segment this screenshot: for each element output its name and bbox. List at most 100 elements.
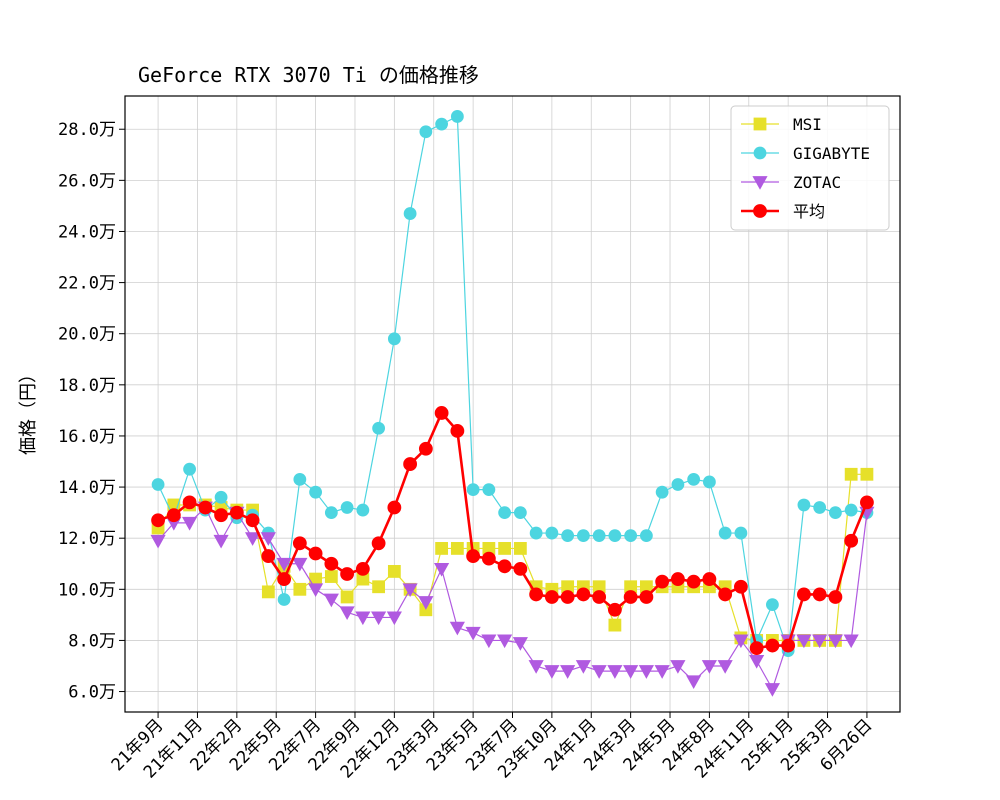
- y-tick-label: 24.0万: [58, 222, 116, 242]
- data-point: [261, 585, 275, 599]
- data-point: [529, 526, 543, 540]
- data-point: [827, 634, 843, 649]
- data-point: [434, 562, 450, 577]
- data-point: [340, 501, 354, 514]
- data-point: [449, 621, 465, 636]
- data-point: [340, 567, 355, 581]
- data-point: [749, 641, 764, 655]
- data-point: [372, 421, 386, 435]
- data-point: [701, 660, 717, 674]
- data-point: [860, 467, 874, 481]
- data-point: [687, 473, 701, 486]
- data-point: [796, 634, 812, 649]
- y-tick-label: 18.0万: [58, 376, 116, 396]
- data-point: [292, 536, 307, 551]
- data-point: [386, 611, 402, 626]
- data-point: [733, 634, 749, 649]
- data-point: [465, 626, 481, 641]
- data-point: [277, 593, 291, 606]
- data-point: [686, 574, 701, 589]
- y-tick-label: 28.0万: [58, 120, 116, 140]
- data-point: [435, 542, 449, 555]
- data-point: [245, 532, 261, 546]
- data-point: [844, 533, 859, 548]
- data-point: [418, 441, 433, 456]
- data-point: [764, 683, 780, 697]
- data-point: [293, 473, 307, 486]
- data-point: [403, 207, 417, 220]
- data-point: [592, 590, 607, 604]
- data-point: [418, 596, 434, 610]
- data-point: [655, 485, 669, 499]
- data-point: [435, 117, 449, 131]
- y-tick-label: 14.0万: [58, 478, 116, 498]
- data-point: [512, 637, 528, 651]
- y-tick-label: 16.0万: [58, 427, 116, 447]
- data-point: [214, 490, 228, 504]
- data-point: [576, 587, 591, 602]
- data-point: [591, 665, 607, 679]
- data-point: [844, 467, 858, 481]
- legend-label: ZOTAC: [793, 173, 841, 192]
- data-point: [654, 665, 670, 679]
- data-point: [734, 579, 748, 594]
- data-point: [749, 654, 765, 669]
- data-point: [718, 526, 732, 540]
- data-point: [623, 590, 638, 604]
- data-point: [402, 583, 418, 598]
- data-point: [450, 542, 464, 555]
- data-point: [766, 598, 779, 612]
- data-point: [497, 559, 512, 574]
- data-point: [324, 570, 338, 583]
- data-point: [671, 478, 685, 491]
- data-point: [308, 546, 323, 561]
- data-point: [308, 583, 324, 598]
- data-point: [639, 529, 653, 543]
- data-point: [371, 536, 386, 551]
- legend-box: [730, 105, 890, 231]
- data-point: [166, 508, 181, 523]
- data-point: [781, 638, 796, 653]
- data-point: [829, 506, 842, 520]
- data-point: [466, 549, 481, 563]
- legend-marker: [753, 117, 767, 131]
- legend-entry: 平均: [741, 202, 825, 221]
- data-point: [182, 495, 197, 510]
- y-tick-label: 20.0万: [58, 325, 116, 345]
- data-point: [592, 529, 606, 543]
- data-point: [560, 590, 575, 604]
- data-point: [638, 665, 654, 679]
- data-point: [324, 506, 338, 520]
- data-point: [607, 602, 622, 617]
- data-point: [482, 483, 496, 497]
- data-point: [450, 110, 464, 123]
- data-point: [372, 580, 386, 594]
- legend-label: MSI: [793, 115, 822, 134]
- data-point: [481, 551, 496, 566]
- data-point: [292, 557, 308, 572]
- data-point: [655, 574, 670, 589]
- data-point: [213, 534, 229, 549]
- y-axis-label: 価格（円）: [18, 365, 39, 455]
- data-point: [339, 606, 355, 621]
- data-point: [844, 503, 858, 517]
- data-point: [797, 498, 811, 512]
- data-point: [403, 457, 418, 471]
- legend: MSI GIGABYTE ZOTAC 平均: [730, 105, 890, 231]
- data-point: [575, 660, 591, 674]
- data-point: [419, 125, 433, 139]
- legend-entry: GIGABYTE: [741, 144, 870, 163]
- data-point: [293, 582, 307, 596]
- data-point: [481, 634, 497, 649]
- y-tick-label: 22.0万: [58, 274, 116, 294]
- data-point: [340, 590, 354, 604]
- series-平均: [151, 406, 874, 655]
- series-line: [157, 473, 867, 642]
- data-point: [560, 665, 576, 679]
- data-point: [702, 572, 717, 586]
- data-point: [623, 665, 639, 679]
- data-point: [355, 561, 370, 576]
- data-point: [545, 526, 559, 540]
- data-point: [860, 495, 874, 510]
